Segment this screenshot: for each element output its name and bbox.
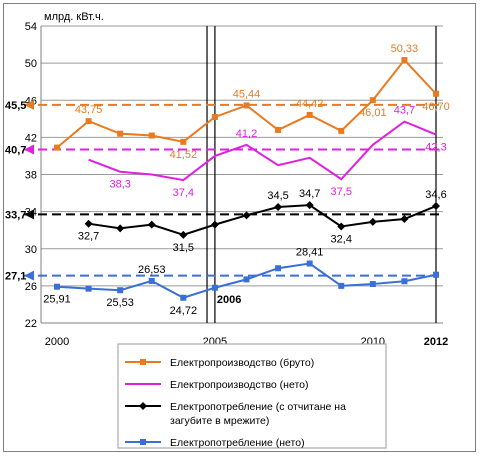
annotation-label: 2006	[217, 294, 241, 306]
reference-arrow	[24, 99, 34, 110]
data-label: 28,41	[296, 247, 324, 259]
data-point	[275, 126, 282, 133]
data-point	[85, 118, 92, 125]
y-axis-label: млрд. кВт.ч.	[44, 11, 104, 23]
legend-label: Електропроизводство (бруто)	[170, 357, 314, 369]
data-point	[210, 220, 219, 229]
data-point	[243, 102, 250, 109]
data-label: 45,44	[233, 88, 261, 100]
data-point	[432, 202, 440, 211]
y-tick-label: 54	[25, 21, 37, 33]
data-point	[274, 202, 283, 211]
data-label: 43,75	[75, 104, 103, 116]
data-point	[305, 201, 314, 210]
data-point	[211, 284, 218, 291]
data-point	[433, 271, 439, 278]
y-tick-label: 30	[25, 244, 37, 256]
data-label: 42,3	[425, 142, 446, 154]
legend-marker	[139, 402, 147, 410]
data-label: 24,72	[170, 305, 198, 317]
data-point	[337, 222, 346, 231]
data-label: 34,7	[299, 188, 320, 200]
data-point	[117, 287, 124, 294]
data-point	[148, 132, 155, 139]
data-point	[401, 57, 408, 64]
data-point	[338, 127, 345, 134]
x-tick-label: 2000	[45, 336, 69, 348]
data-label: 26,53	[138, 264, 166, 276]
data-point	[116, 224, 125, 233]
plot-area: 5450464238343026222000200520102012200645…	[5, 21, 450, 348]
y-tick-label: 50	[25, 58, 37, 70]
legend-label: загубите в мрежите)	[170, 415, 269, 427]
data-label: 34,6	[425, 189, 446, 201]
data-label: 32,4	[331, 233, 352, 245]
y-tick-label: 38	[25, 170, 37, 182]
data-point	[180, 294, 187, 301]
data-point	[368, 217, 377, 226]
x-tick-label: 2012	[424, 336, 448, 348]
data-point	[275, 265, 282, 272]
data-point	[147, 220, 156, 229]
data-label: 43,7	[394, 105, 415, 117]
data-point	[211, 113, 218, 120]
data-point	[54, 144, 60, 151]
reference-label: 40,7	[5, 144, 26, 156]
series-line	[88, 120, 437, 182]
data-point	[369, 97, 376, 104]
reference-arrow	[24, 270, 34, 281]
data-point	[433, 90, 439, 97]
data-label: 50,33	[391, 43, 419, 55]
reference-label: 27,1	[5, 271, 26, 283]
data-point	[400, 215, 409, 224]
data-point	[180, 138, 187, 145]
reference-arrow	[24, 144, 34, 155]
data-label: 46,70	[422, 101, 450, 113]
data-label: 25,91	[43, 294, 71, 306]
data-point	[338, 282, 345, 289]
data-label: 46,01	[359, 107, 387, 119]
data-point	[117, 130, 124, 137]
data-label: 32,7	[78, 231, 99, 243]
legend-marker	[140, 439, 146, 445]
data-point	[84, 219, 93, 228]
data-point	[54, 283, 60, 290]
data-point	[85, 285, 92, 292]
data-label: 38,3	[109, 179, 130, 191]
legend-label: Електропроизводство (нето)	[170, 379, 309, 391]
data-label: 41,52	[170, 149, 198, 161]
y-tick-label: 26	[25, 281, 37, 293]
y-tick-label: 42	[25, 132, 37, 144]
legend: Електропроизводство (бруто) Електропроизв…	[117, 343, 387, 449]
y-tick-label: 22	[25, 318, 37, 330]
data-point	[306, 111, 313, 118]
data-label: 31,5	[173, 242, 194, 254]
data-point	[242, 211, 251, 220]
data-point	[148, 277, 155, 284]
reference-label: 33,7	[5, 209, 26, 221]
data-label: 44,42	[296, 98, 324, 110]
data-label: 34,5	[267, 190, 288, 202]
legend-label: Електропотребление (нето)	[170, 437, 305, 449]
data-label: 37,4	[173, 187, 194, 199]
legend-marker	[140, 359, 146, 365]
data-point	[401, 278, 408, 285]
data-label: 37,5	[331, 186, 352, 198]
data-point	[243, 276, 250, 283]
data-label: 41,2	[236, 128, 257, 140]
data-point	[306, 260, 313, 267]
reference-label: 45,5	[5, 100, 26, 112]
legend-box	[117, 343, 387, 449]
data-label: 25,53	[106, 297, 134, 309]
reference-arrow	[24, 209, 34, 220]
series-line	[88, 204, 437, 236]
legend-label: Електропотребление (с отчитане на	[170, 401, 346, 413]
data-point	[369, 281, 376, 288]
data-point	[179, 230, 188, 239]
